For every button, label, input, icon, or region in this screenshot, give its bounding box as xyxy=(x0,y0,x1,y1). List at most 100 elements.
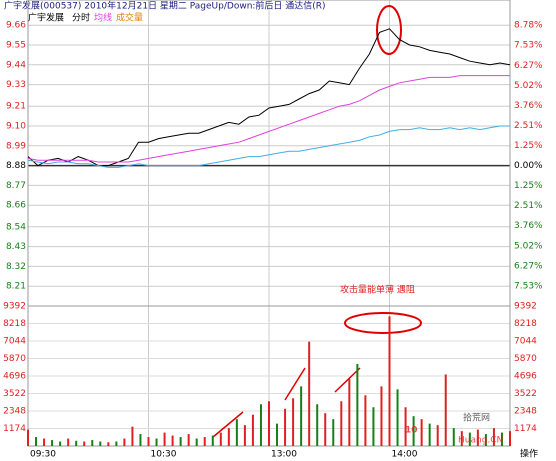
y2-tick-label: 7.53% xyxy=(514,282,543,292)
volume-bar xyxy=(428,423,431,446)
arrow xyxy=(212,411,244,438)
y-tick-label: 8.54 xyxy=(6,222,26,232)
legend-label: 均线 xyxy=(94,12,112,24)
volume-tick-label: 4696 xyxy=(3,372,26,382)
volume-bar xyxy=(316,404,319,446)
y-tick-label: 9.55 xyxy=(6,41,26,51)
x-tick-label: 10:30 xyxy=(151,450,177,460)
volume-bar xyxy=(139,434,142,446)
volume-tick-label: 4696 xyxy=(514,372,537,382)
legend-label: 分时 xyxy=(72,12,90,24)
volume-bar xyxy=(51,440,54,446)
volume-bar xyxy=(460,431,463,446)
action-label: 操作 xyxy=(520,448,538,460)
highlight-ellipse xyxy=(376,5,402,55)
price-line xyxy=(27,28,511,167)
volume-bar xyxy=(444,374,447,446)
page-title: 广宇发展(000537) 2010年12月21日 星期二 PageUp/Down… xyxy=(4,0,326,12)
arrow xyxy=(334,367,361,393)
y2-tick-label: 2.51% xyxy=(514,201,543,211)
x-tick-label: 13:00 xyxy=(271,450,297,460)
volume-bar xyxy=(163,432,166,446)
volume-bar xyxy=(396,389,399,446)
x-tick-label: 14:00 xyxy=(392,450,418,460)
volume-tick-label: 1174 xyxy=(514,424,537,434)
volume-bar xyxy=(308,341,311,446)
volume-bar xyxy=(251,414,254,446)
volume-bar xyxy=(91,440,94,446)
volume-bar xyxy=(436,425,439,446)
y-tick-label: 9.21 xyxy=(6,102,26,112)
volume-tick-label: 3522 xyxy=(3,389,26,399)
volume-tick-label: 1174 xyxy=(3,424,26,434)
y2-tick-label: 3.76% xyxy=(514,221,543,231)
y-tick-label: 8.43 xyxy=(6,242,26,252)
volume-bar xyxy=(340,401,343,446)
y-tick-label: 8.32 xyxy=(6,262,26,272)
y-tick-label: 8.66 xyxy=(6,201,26,211)
volume-tick-label: 7044 xyxy=(3,337,26,347)
volume-tick-label: 8218 xyxy=(3,319,26,329)
volume-bar xyxy=(43,438,46,446)
volume-bar xyxy=(259,404,262,446)
volume-tick-label: 5870 xyxy=(514,354,537,364)
volume-bar xyxy=(509,431,511,446)
volume-bar xyxy=(452,428,455,446)
y2-tick-label: 6.27% xyxy=(514,261,543,271)
y2-tick-label: 5.02% xyxy=(514,81,543,91)
volume-bar xyxy=(131,426,134,446)
volume-bar xyxy=(356,364,359,446)
y2-tick-label: 0.00% xyxy=(514,161,543,171)
volume-tick-label: 3522 xyxy=(514,389,537,399)
y2-tick-label: 5.02% xyxy=(514,241,543,251)
volume-bar xyxy=(219,432,222,446)
volume-bar xyxy=(123,438,126,446)
volume-bar xyxy=(380,386,383,446)
y-tick-label: 9.66 xyxy=(6,21,26,31)
volume-bar xyxy=(404,407,407,446)
y-tick-label: 9.44 xyxy=(6,60,26,70)
volume-bar xyxy=(468,432,471,446)
y2-tick-label: 1.25% xyxy=(514,181,543,191)
x-tick-label: 09:30 xyxy=(30,450,56,460)
y2-tick-label: 1.25% xyxy=(514,141,543,151)
volume-bar xyxy=(59,441,62,446)
volume-bar xyxy=(492,428,495,446)
price-line xyxy=(27,125,510,168)
volume-bar xyxy=(420,419,423,446)
volume-bar xyxy=(107,442,110,446)
y-tick-label: 9.33 xyxy=(6,80,26,90)
volume-bar xyxy=(292,398,295,446)
highlight-ellipse xyxy=(344,312,422,334)
y-tick-label: 9.10 xyxy=(6,122,26,132)
watermark-number: 10 xyxy=(405,426,418,436)
volume-bar xyxy=(364,395,367,446)
volume-bar xyxy=(195,438,198,446)
volume-bar xyxy=(75,440,78,446)
volume-bar xyxy=(155,438,158,446)
volume-bar xyxy=(500,432,503,446)
y-tick-label: 8.88 xyxy=(6,161,26,171)
volume-bar xyxy=(243,425,246,446)
watermark-site: 拾荒网 xyxy=(463,412,490,424)
volume-bar xyxy=(284,408,287,446)
volume-bar xyxy=(268,401,270,446)
volume-bar xyxy=(276,423,279,446)
volume-bar xyxy=(171,435,174,446)
volume-bar xyxy=(187,434,190,446)
volume-bar xyxy=(300,386,303,446)
volume-bar xyxy=(324,413,327,446)
volume-bar xyxy=(388,316,391,446)
y2-tick-label: 7.53% xyxy=(514,41,543,51)
volume-bar xyxy=(235,419,238,446)
volume-tick-label: 8218 xyxy=(514,319,537,329)
y-tick-label: 8.21 xyxy=(6,282,26,292)
volume-tick-label: 2348 xyxy=(514,407,537,417)
y-tick-label: 8.77 xyxy=(6,181,26,191)
volume-tick-label: 2348 xyxy=(3,407,26,417)
volume-bar xyxy=(227,428,230,446)
y2-tick-label: 2.51% xyxy=(514,121,543,131)
